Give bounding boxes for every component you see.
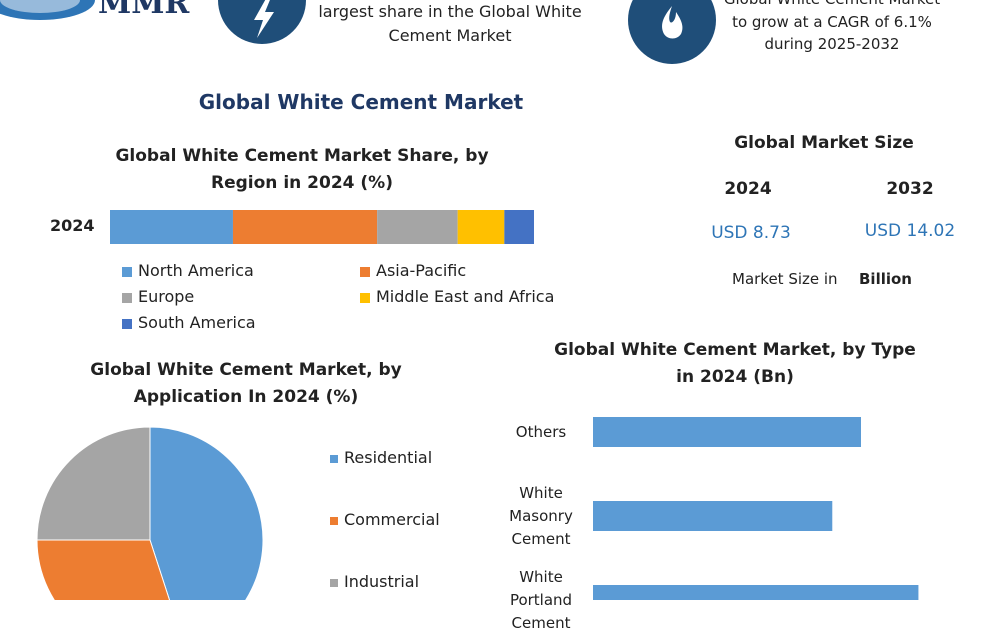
market-size-title: Global Market Size — [734, 133, 914, 153]
logo-text: MMR — [98, 0, 190, 21]
icon-circle — [218, 0, 306, 44]
chart-title: Global White Cement Market, by — [90, 360, 402, 380]
header-text: to grow at a CAGR of 6.1% — [732, 13, 932, 31]
chart-title: Global White Cement Market, by Type — [554, 340, 916, 360]
legend-swatch — [330, 455, 338, 463]
chart-title: in 2024 (Bn) — [676, 367, 794, 387]
legend-swatch — [122, 319, 132, 329]
legend-swatch — [360, 293, 370, 303]
bar-segment — [457, 210, 505, 244]
bar-segment — [377, 210, 458, 244]
y-tick-label: White Masonry Cement — [509, 483, 573, 548]
legend-label: Europe — [138, 287, 195, 306]
chart-canvas — [0, 0, 919, 600]
market-value: USD 8.73 — [711, 223, 791, 243]
header-text: largest share in the Global White — [318, 2, 582, 21]
y-tick-label: White Portland Cement — [509, 567, 573, 632]
market-year: 2024 — [724, 179, 772, 199]
legend-label: North America — [138, 261, 254, 280]
legend-label: South America — [138, 313, 256, 332]
icon-bolt — [254, 0, 274, 38]
market-note: Market Size in — [732, 270, 838, 288]
legend-label: Asia-Pacific — [376, 261, 467, 280]
legend-swatch — [360, 267, 370, 277]
market-year: 2032 — [886, 179, 934, 199]
market-value: USD 14.02 — [864, 221, 956, 241]
legend-label: Commercial — [344, 510, 440, 529]
chart-title: Application In 2024 (%) — [133, 387, 359, 407]
bar — [593, 417, 861, 447]
legend-swatch — [330, 579, 338, 587]
header-text: during 2025-2032 — [764, 35, 900, 53]
legend-swatch — [122, 267, 132, 277]
chart-title: Region in 2024 (%) — [211, 173, 393, 193]
bar — [593, 585, 919, 600]
legend-swatch — [330, 517, 338, 525]
main-title: Global White Cement Market — [198, 90, 524, 114]
bar-segment — [232, 210, 378, 244]
header-text: Global White Cement Market — [532, 0, 1000, 8]
legend-swatch — [122, 293, 132, 303]
bar-segment — [110, 210, 233, 244]
legend-label: Industrial — [344, 572, 420, 591]
bar-segment — [504, 210, 534, 244]
legend-label: Residential — [344, 448, 433, 467]
pie-slice — [36, 539, 171, 600]
header-text: Cement Market — [388, 26, 512, 45]
icon-flame — [662, 6, 683, 39]
legend-label: Middle East and Africa — [376, 287, 555, 306]
chart-title: Global White Cement Market Share, by — [115, 146, 489, 166]
market-note-unit: Billion — [859, 270, 912, 288]
bar — [593, 501, 833, 531]
logo-ring — [0, 0, 80, 13]
pie-slice — [36, 426, 151, 541]
y-tick-label: Others — [515, 422, 567, 441]
pie-slice — [149, 426, 264, 600]
y-tick-label: 2024 — [50, 216, 95, 235]
